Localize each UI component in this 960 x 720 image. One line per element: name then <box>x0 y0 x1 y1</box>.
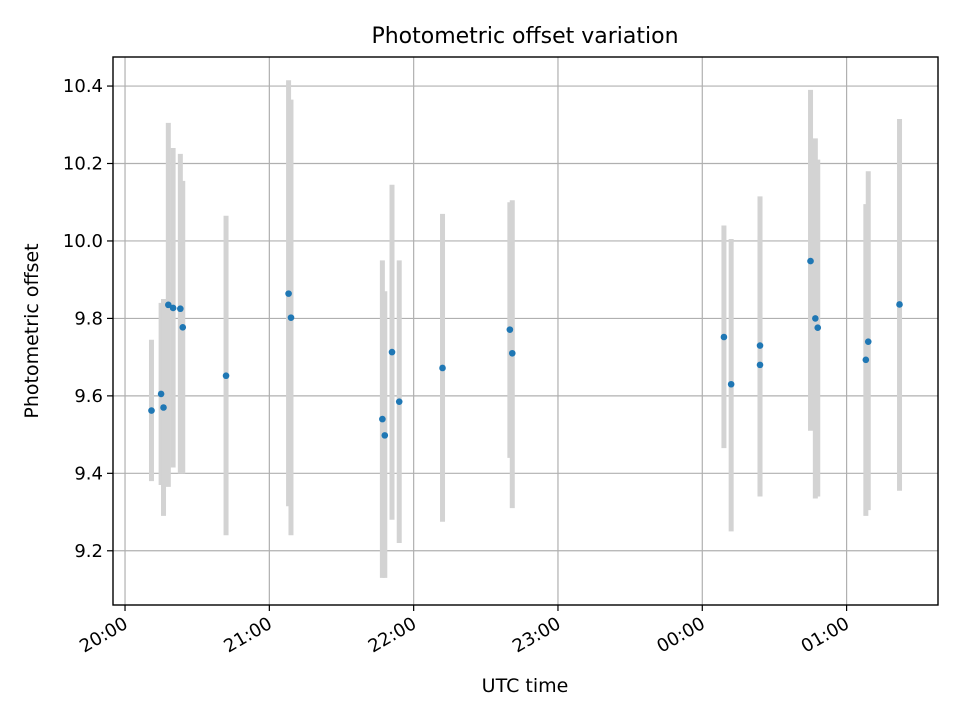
data-point <box>756 361 764 369</box>
y-tick-label: 10.2 <box>63 154 103 175</box>
y-tick-label: 9.2 <box>74 541 103 562</box>
chart-title: Photometric offset variation <box>371 24 678 49</box>
data-point <box>287 314 295 321</box>
x-axis-label: UTC time <box>482 675 569 697</box>
data-point <box>381 432 389 439</box>
data-point <box>222 372 230 380</box>
data-point <box>165 301 172 309</box>
data-point <box>169 304 177 312</box>
data-point <box>148 407 155 414</box>
data-point <box>157 390 165 398</box>
data-point <box>814 324 822 332</box>
data-point <box>720 333 728 341</box>
data-point <box>862 356 870 364</box>
data-point <box>812 315 819 322</box>
y-tick-label: 9.6 <box>74 386 103 407</box>
data-point <box>807 257 814 265</box>
data-point <box>508 349 516 357</box>
y-axis-label: Photometric offset <box>21 243 43 418</box>
data-point <box>727 380 735 388</box>
plot-frame <box>112 56 939 606</box>
data-point <box>285 290 292 297</box>
y-tick-label: 10.4 <box>63 76 103 97</box>
data-point <box>864 338 872 345</box>
data-point <box>896 301 903 308</box>
y-axis-ticks: 9.2 9.4 9.6 9.8 10.0 10.2 10.4 <box>63 76 113 562</box>
y-tick-label: 9.4 <box>74 463 103 484</box>
data-point <box>506 326 514 333</box>
y-tick-label: 10.0 <box>63 231 103 252</box>
grid-lines <box>113 57 938 605</box>
data-point <box>179 324 187 331</box>
data-point <box>756 342 764 349</box>
data-point <box>160 404 167 411</box>
data-points <box>148 257 903 439</box>
data-point <box>379 415 386 423</box>
y-tick-label: 9.8 <box>74 308 103 329</box>
x-axis-ticks: 20:00 21:00 22:00 23:00 00:00 01:00 <box>76 605 853 657</box>
data-point <box>177 305 184 313</box>
data-point <box>439 364 446 372</box>
data-point <box>395 398 403 405</box>
data-point <box>388 348 396 356</box>
